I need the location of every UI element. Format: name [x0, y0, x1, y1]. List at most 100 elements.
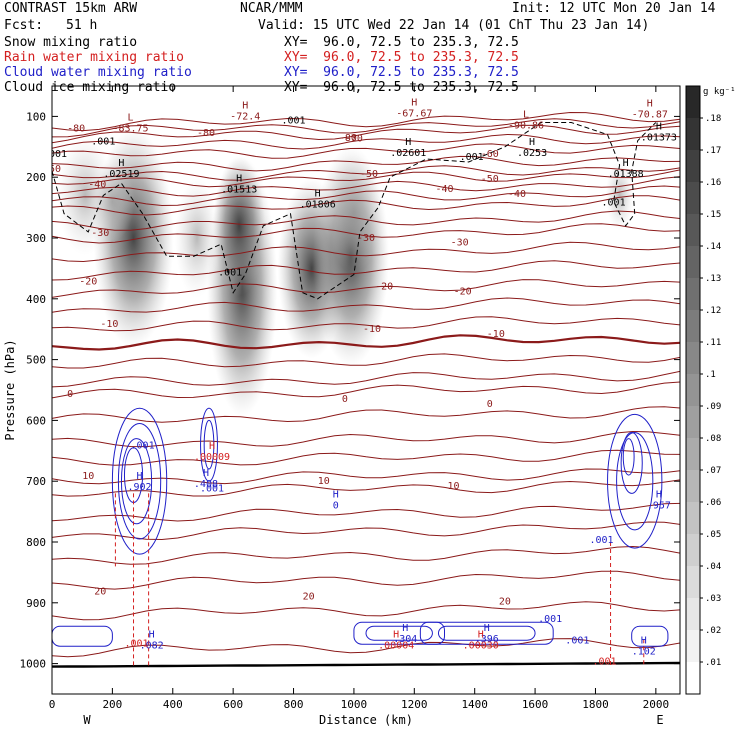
- extremum-value: .01513: [221, 184, 257, 195]
- extremum-value: .01806: [300, 199, 336, 210]
- contour-value-label: .001: [43, 149, 67, 160]
- colorbar-label: .05: [705, 530, 721, 540]
- y-tick-label: 800: [26, 536, 46, 549]
- extremum-value: .01373: [641, 133, 677, 144]
- isotherm-label: -10: [363, 324, 381, 335]
- colorbar-frame: [685, 85, 701, 695]
- colorbar-label: .18: [705, 114, 721, 124]
- x-tick-label: 800: [284, 698, 304, 711]
- east-label: E: [656, 713, 663, 727]
- colorbar-label: .15: [705, 210, 721, 220]
- y-tick-label: 900: [26, 597, 46, 610]
- isotherm-line-0: [52, 111, 680, 132]
- y-tick-label: 300: [26, 232, 46, 245]
- west-label: W: [83, 713, 91, 727]
- isotherm-line-16: [52, 297, 680, 313]
- field-snow-xy: XY= 96.0, 72.5 to 235.3, 72.5: [284, 35, 519, 50]
- cloud-water-contour-8: [620, 432, 643, 494]
- extremum-mark: H: [242, 100, 248, 111]
- cloud-water-contour-1: [117, 422, 162, 540]
- extremum-mark: H: [411, 97, 417, 108]
- y-tick-label: 400: [26, 293, 46, 306]
- isotherm-label: -30: [451, 238, 469, 249]
- isotherm-label: 20: [94, 587, 106, 598]
- colorbar-swatch: [686, 598, 700, 631]
- extremum-value: .082: [140, 640, 164, 651]
- isotherm-label: -20: [79, 277, 97, 288]
- colorbar-swatch: [686, 566, 700, 599]
- colorbar-label: .09: [705, 402, 721, 412]
- extremum-mark: H: [405, 137, 411, 148]
- contour-value-label: .001: [124, 638, 148, 649]
- forecast-label: Fcst:: [4, 18, 44, 33]
- x-axis-label: Distance (km): [319, 713, 413, 727]
- colorbar-unit: g kg⁻¹: [703, 87, 736, 97]
- extremum-mark: H: [656, 489, 662, 500]
- isotherm-line-27: [52, 502, 680, 522]
- colorbar-swatch: [686, 534, 700, 567]
- extremum-mark: H: [647, 98, 653, 109]
- isotherm-line-8: [52, 176, 680, 197]
- colorbar-label: .1: [705, 370, 716, 380]
- colorbar: .18 .17 .16 .15 .14 .13 .12 .11 .1 .09 .08 .07 .06 .0…: [685, 85, 721, 695]
- colorbar-label: .02: [705, 626, 721, 636]
- field-cloudice-name: Cloud ice mixing ratio: [4, 80, 177, 95]
- colorbar-swatch: [686, 630, 700, 663]
- field-cloudwater-name: Cloud water mixing ratio: [4, 65, 192, 80]
- field-cloudice-xy: XY= 96.0, 72.5 to 235.3, 72.5: [284, 80, 519, 95]
- isotherm-label: -10: [487, 329, 505, 340]
- colorbar-swatch: [686, 150, 700, 183]
- extremum-value: .00004: [378, 640, 414, 651]
- isotherm-line-12: [52, 223, 680, 244]
- isotherm-line-28: [52, 521, 680, 541]
- isotherm-label: -30: [357, 233, 375, 244]
- extremum-mark: H: [529, 137, 535, 148]
- init-time: Init: 12 UTC Mon 20 Jan 14: [512, 1, 716, 16]
- colorbar-label: .03: [705, 594, 721, 604]
- colorbar-label: .04: [705, 562, 721, 572]
- contour-value-label: .001: [218, 267, 242, 278]
- isotherm-line-10: [52, 195, 680, 216]
- colorbar-swatch: [686, 118, 700, 151]
- forecast-hours: 51 h: [66, 18, 98, 33]
- extremum-value: -90.86: [508, 120, 544, 131]
- isotherm-label: -40: [435, 184, 453, 195]
- isotherm-line-6: [52, 165, 680, 181]
- isotherm-label: 20: [499, 596, 511, 607]
- cloud-water-contour-5: [203, 419, 215, 470]
- colorbar-label: .14: [705, 242, 721, 252]
- colorbar-swatch: [686, 214, 700, 247]
- cloud-water-band-1: [365, 625, 433, 641]
- extremum-mark: H: [209, 441, 215, 452]
- contour-value-label: .001: [281, 115, 305, 126]
- contour-value-label: .001: [589, 535, 613, 546]
- isotherm-label: -40: [88, 179, 106, 190]
- contour-value-label: .001: [131, 441, 155, 452]
- extremum-mark: H: [236, 173, 242, 184]
- isotherm-label: -50: [360, 169, 378, 180]
- extremum-mark: H: [478, 629, 484, 640]
- extremum-value: .396: [475, 634, 499, 645]
- extremum-mark: H: [137, 471, 143, 482]
- colorbar-label: .13: [705, 274, 721, 284]
- isotherm-label: 10: [82, 471, 94, 482]
- org-label: NCAR/MMM: [240, 1, 303, 16]
- extremum-mark: H: [118, 158, 124, 169]
- x-tick-label: 1400: [461, 698, 488, 711]
- y-tick-label: 200: [26, 171, 46, 184]
- colorbar-label: .06: [705, 498, 721, 508]
- field-rain-name: Rain water mixing ratio: [4, 50, 185, 65]
- extremum-value: .957: [647, 500, 671, 511]
- surface-line: [52, 661, 680, 668]
- cloud-water-band-0: [353, 621, 445, 645]
- cloud-water-band-5: [631, 625, 669, 647]
- model-title: CONTRAST 15km ARW: [4, 1, 138, 16]
- isotherm-label: -50: [43, 164, 61, 175]
- extremum-mark: L: [127, 112, 133, 123]
- extremum-mark: H: [656, 122, 662, 133]
- isotherm-label: 0: [342, 394, 348, 405]
- y-tick-label: 600: [26, 414, 46, 427]
- colorbar-label: .11: [705, 338, 721, 348]
- x-tick-label: 1600: [522, 698, 549, 711]
- extremum-mark: H: [203, 468, 209, 479]
